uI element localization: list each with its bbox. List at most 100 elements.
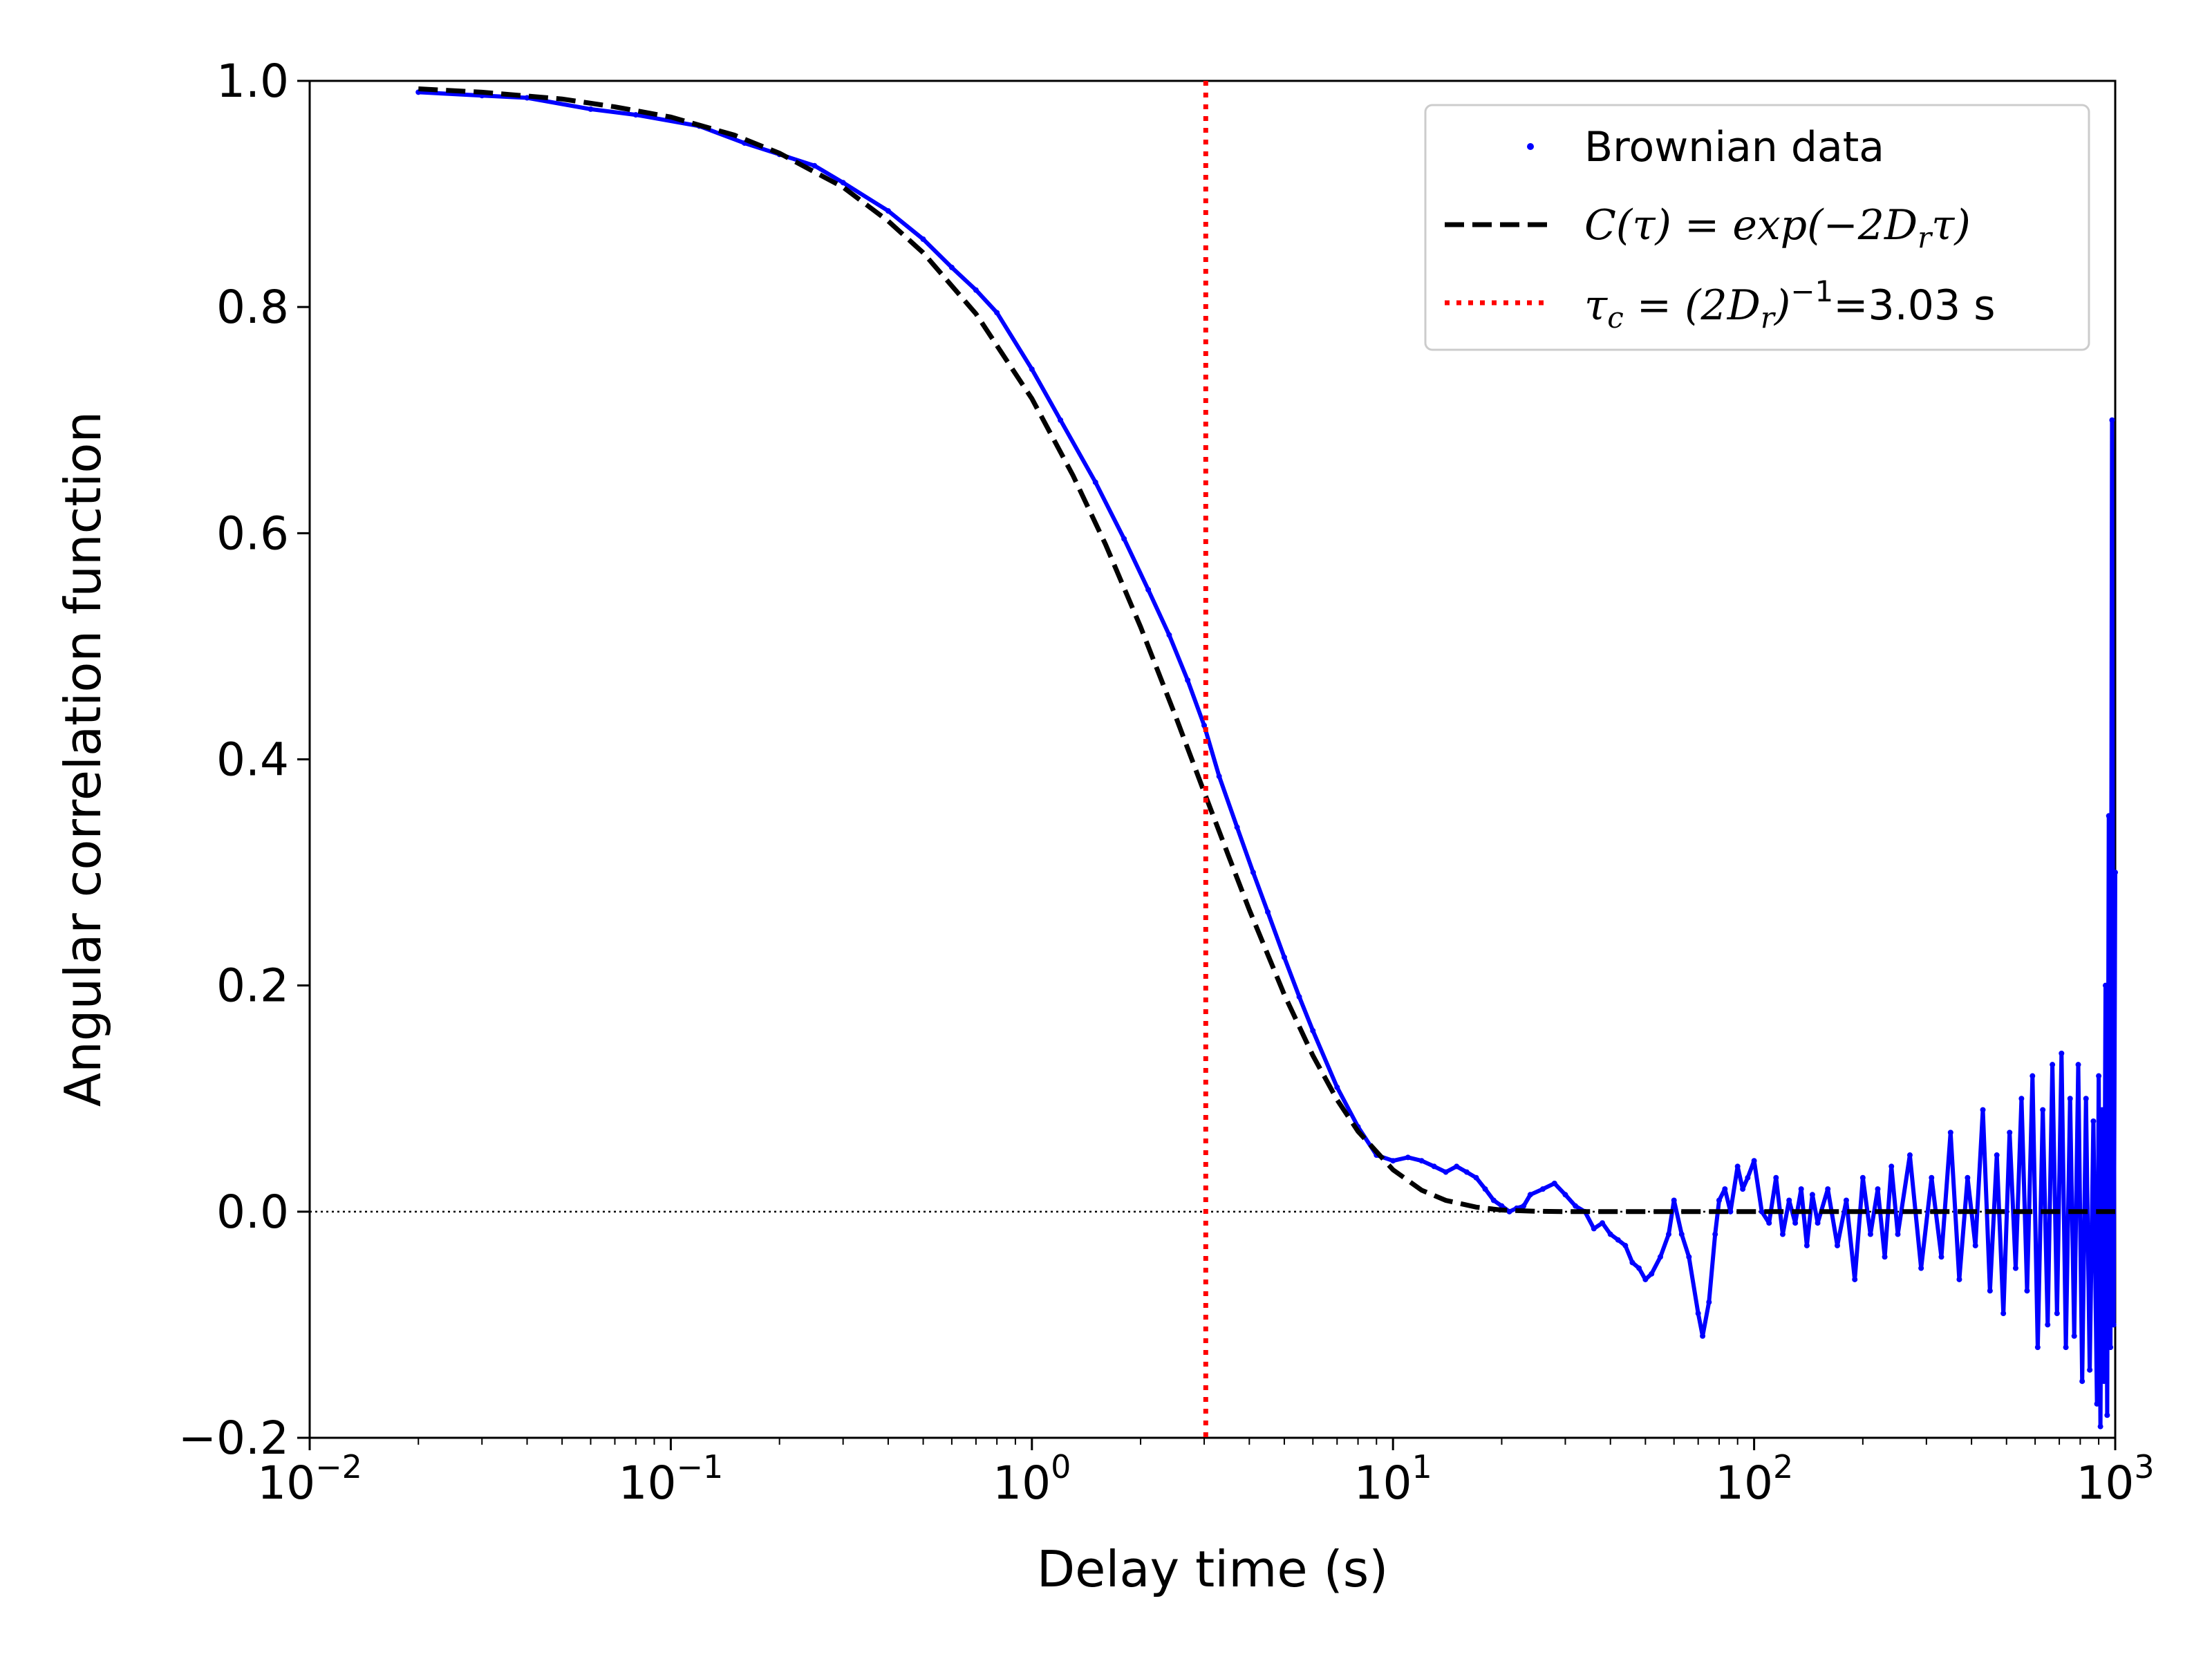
data-point (2110, 1322, 2117, 1328)
data-point (1786, 1197, 1792, 1203)
data-point (524, 95, 530, 101)
x-axis-label: Delay time (s) (1037, 1540, 1389, 1598)
data-point (2104, 1412, 2110, 1418)
x-tick-label: 10−1 (619, 1448, 724, 1510)
data-point (2083, 1096, 2089, 1102)
data-point (1712, 1231, 1718, 1237)
data-point (1454, 1163, 1460, 1170)
data-point (1766, 1220, 1772, 1226)
data-point (1473, 1174, 1479, 1181)
data-point (1296, 994, 1302, 1000)
data-point (1678, 1231, 1685, 1237)
x-tick-label: 10−2 (257, 1448, 362, 1510)
data-point (1482, 1186, 1488, 1192)
data-point (1888, 1163, 1895, 1170)
data-point (2050, 1062, 2056, 1068)
data-point (588, 106, 594, 112)
data-point (2106, 813, 2112, 819)
data-point (1751, 1158, 1757, 1164)
data-point (2018, 1096, 2025, 1102)
data-point (2007, 1130, 2013, 1136)
x-axis-ticks: 10−2 10−1 100 101 102 103 (257, 1438, 2155, 1510)
data-point (1987, 1288, 1993, 1294)
data-point (1706, 1299, 1712, 1305)
data-point (1994, 1152, 2000, 1159)
data-point (1875, 1186, 1881, 1192)
legend-tau-sub: c (1607, 301, 1624, 335)
data-point (1310, 1028, 1316, 1034)
data-point (994, 310, 1000, 316)
data-point (1334, 1084, 1340, 1090)
legend-label-tau: τc = (2Dr)−1=3.03 s (1584, 274, 1995, 335)
data-point (1506, 1208, 1512, 1215)
legend: Brownian data C(τ) = exp(−2Drτ) τc = (2D… (1424, 104, 2090, 351)
data-point (2059, 1050, 2065, 1056)
data-point (2071, 1333, 2077, 1339)
x-tick-label: 102 (1715, 1448, 1793, 1510)
data-point (1600, 1220, 1606, 1226)
data-point (812, 162, 818, 169)
data-point (1234, 824, 1240, 830)
data-point (1779, 1231, 1785, 1237)
data-point (1265, 909, 1271, 915)
data-point (1058, 417, 1064, 423)
data-point (2067, 1096, 2073, 1102)
data-point (1615, 1237, 1621, 1243)
data-point (1185, 677, 1191, 683)
legend-tau-prefix: τ (1584, 281, 1608, 330)
data-point (885, 208, 891, 214)
data-point (2045, 1322, 2051, 1328)
data-point (1607, 1231, 1613, 1237)
y-tick-label: 1.0 (216, 55, 289, 108)
data-point (2109, 417, 2115, 423)
data-point (1657, 1254, 1663, 1260)
y-tick-label: 0.8 (216, 281, 289, 334)
series-fit-line (418, 86, 2115, 1215)
data-point (1499, 1203, 1505, 1209)
legend-fit-sub: r (1918, 221, 1933, 254)
y-tick-label: 0.0 (216, 1185, 289, 1239)
data-point (1281, 954, 1287, 960)
data-point (1734, 1163, 1741, 1170)
data-point (1527, 1192, 1533, 1198)
data-point (2096, 1073, 2102, 1079)
legend-tau-sup: −1 (1790, 274, 1833, 308)
legend-label-brownian: Brownian data (1584, 123, 1884, 171)
data-point (2101, 1378, 2107, 1385)
data-point (2063, 1344, 2069, 1351)
data-point (920, 236, 926, 243)
data-point (1431, 1163, 1437, 1170)
data-point (1166, 632, 1172, 638)
data-point (1918, 1265, 1924, 1271)
legend-label-fit: C(τ) = exp(−2Drτ) (1584, 201, 1971, 254)
data-point (1463, 1169, 1470, 1175)
y-axis-label: Angular correlation function (54, 411, 112, 1107)
data-point (1121, 536, 1127, 542)
data-point (2075, 1062, 2081, 1068)
data-point (1216, 774, 1222, 780)
x-tick-label: 101 (1354, 1448, 1432, 1510)
data-point (1145, 587, 1152, 593)
data-point (2094, 1400, 2100, 1407)
data-point (1521, 1203, 1527, 1209)
data-point (1825, 1186, 1831, 1192)
data-point (1666, 1231, 1672, 1237)
data-point (1956, 1276, 1962, 1282)
data-point (2090, 1118, 2097, 1124)
data-point (1745, 1174, 1751, 1181)
data-point (2054, 1311, 2060, 1317)
data-point (1773, 1174, 1779, 1181)
y-tick-label: 0.4 (216, 733, 289, 787)
data-point (973, 287, 979, 293)
data-point (1695, 1311, 1701, 1317)
data-point (1867, 1231, 1873, 1237)
data-point (1539, 1186, 1546, 1192)
legend-marker-brownian (1527, 143, 1534, 150)
data-point (1629, 1259, 1635, 1266)
data-point (1716, 1197, 1722, 1203)
data-point (2030, 1073, 2036, 1079)
data-point (1843, 1197, 1849, 1203)
data-point (2000, 1311, 2007, 1317)
data-point (1250, 870, 1256, 876)
legend-fit-prefix: C(τ) = exp(−2D (1584, 201, 1918, 250)
